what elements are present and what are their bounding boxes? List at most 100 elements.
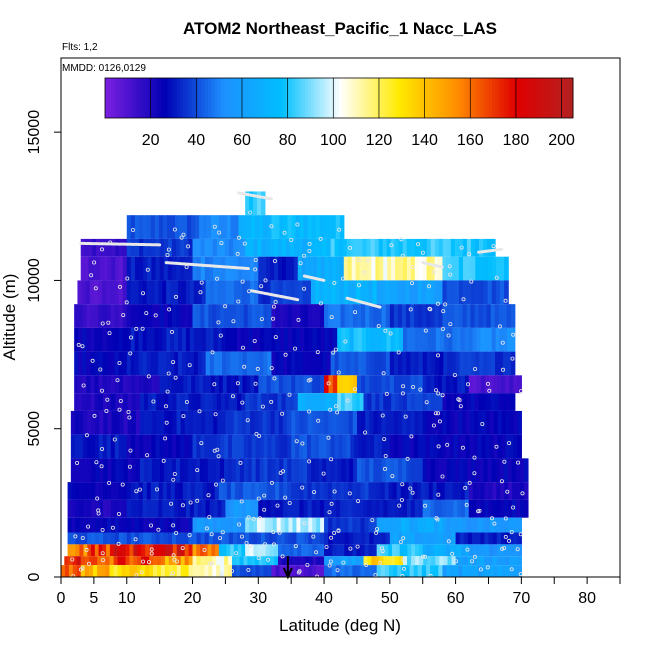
heat-cell bbox=[153, 556, 158, 566]
heat-cell bbox=[107, 482, 112, 500]
heat-cell bbox=[278, 375, 284, 394]
sample-point bbox=[446, 333, 451, 338]
heat-cell bbox=[410, 238, 416, 257]
heat-cell bbox=[67, 482, 73, 500]
heat-cell bbox=[217, 327, 223, 352]
heat-cell bbox=[453, 434, 459, 459]
heat-cell bbox=[171, 434, 177, 459]
heat-cell bbox=[454, 304, 460, 328]
heat-cell bbox=[501, 517, 507, 533]
heat-cell bbox=[172, 544, 178, 557]
heat-cell bbox=[245, 499, 251, 518]
heat-cell bbox=[381, 410, 387, 435]
sample-point bbox=[100, 446, 105, 451]
heat-cell bbox=[278, 280, 284, 305]
heat-cell bbox=[446, 256, 452, 281]
heat-cell bbox=[180, 238, 185, 257]
heat-cell bbox=[158, 215, 164, 239]
heat-cell bbox=[226, 375, 232, 394]
heat-cell bbox=[273, 544, 279, 557]
heat-cell bbox=[189, 499, 195, 518]
heat-cell bbox=[178, 280, 183, 305]
heat-cell bbox=[269, 238, 275, 257]
heat-cell bbox=[122, 304, 128, 328]
heat-cell bbox=[121, 556, 127, 566]
heat-cell bbox=[216, 565, 221, 577]
heat-cell bbox=[225, 499, 231, 518]
heat-cell bbox=[380, 280, 386, 305]
sample-point bbox=[356, 283, 361, 288]
heat-cell bbox=[373, 458, 379, 483]
heat-cell bbox=[180, 393, 186, 411]
heat-cell bbox=[103, 410, 109, 435]
sample-point bbox=[283, 352, 288, 357]
heat-cell bbox=[484, 327, 489, 352]
heat-cell bbox=[382, 327, 388, 352]
colorbar-swatch bbox=[435, 78, 440, 118]
heat-cell bbox=[364, 544, 370, 557]
colorbar-swatch bbox=[470, 78, 474, 118]
heat-cell bbox=[342, 238, 348, 257]
heat-cell bbox=[309, 256, 314, 281]
heat-cell bbox=[147, 238, 153, 257]
heat-cell bbox=[259, 215, 264, 239]
heat-cell bbox=[300, 517, 305, 533]
colorbar-swatch bbox=[451, 78, 455, 118]
heat-cell bbox=[147, 375, 153, 394]
sample-point bbox=[491, 244, 496, 249]
heat-cell bbox=[287, 410, 292, 435]
heat-cell bbox=[111, 393, 116, 411]
heat-cell bbox=[209, 499, 215, 518]
heat-cell bbox=[467, 280, 472, 305]
heat-cell bbox=[141, 556, 146, 566]
heat-cell bbox=[251, 458, 257, 483]
heat-cell bbox=[320, 327, 326, 352]
heat-cell bbox=[204, 532, 210, 545]
heat-cell bbox=[450, 565, 455, 577]
heat-cell bbox=[324, 327, 330, 352]
heat-cell bbox=[185, 499, 191, 518]
heat-cell bbox=[139, 393, 145, 411]
heat-cell bbox=[474, 304, 480, 328]
heat-cell bbox=[159, 517, 165, 533]
heat-cell bbox=[82, 304, 87, 328]
heat-cell bbox=[230, 215, 236, 239]
heat-cell bbox=[143, 532, 148, 545]
heat-cell bbox=[78, 410, 84, 435]
heat-cell bbox=[299, 499, 305, 518]
sample-point bbox=[149, 547, 154, 552]
heat-cell bbox=[204, 304, 209, 328]
heat-cell bbox=[176, 393, 181, 411]
heat-cell bbox=[373, 410, 379, 435]
sample-point bbox=[237, 522, 242, 527]
sample-point bbox=[146, 374, 151, 379]
heat-cell bbox=[139, 304, 144, 328]
heat-cell bbox=[517, 375, 522, 394]
heat-cell bbox=[467, 532, 473, 545]
heat-cell bbox=[491, 458, 497, 483]
heat-cell bbox=[270, 375, 276, 394]
sample-point bbox=[198, 290, 203, 295]
heat-cell bbox=[74, 434, 80, 459]
heat-cell bbox=[216, 434, 221, 459]
heat-cell bbox=[445, 544, 451, 557]
heat-cell bbox=[338, 434, 344, 459]
heat-cell bbox=[283, 304, 289, 328]
heat-cell bbox=[118, 482, 124, 500]
colorbar-swatch bbox=[123, 78, 128, 118]
heat-cell bbox=[309, 393, 315, 411]
heat-cell bbox=[304, 544, 310, 557]
heat-cell bbox=[390, 327, 396, 352]
sample-point bbox=[436, 391, 441, 396]
heat-cell bbox=[93, 565, 98, 577]
colorbar-swatch bbox=[264, 78, 268, 118]
heat-cell bbox=[523, 499, 529, 518]
heat-cell bbox=[115, 458, 121, 483]
heat-cell bbox=[220, 532, 226, 545]
heat-cell bbox=[138, 499, 144, 518]
heat-cell bbox=[139, 517, 144, 533]
heat-cell bbox=[454, 280, 460, 305]
heat-cell bbox=[295, 304, 301, 328]
heat-cell bbox=[384, 280, 390, 305]
heat-cell bbox=[91, 499, 96, 518]
